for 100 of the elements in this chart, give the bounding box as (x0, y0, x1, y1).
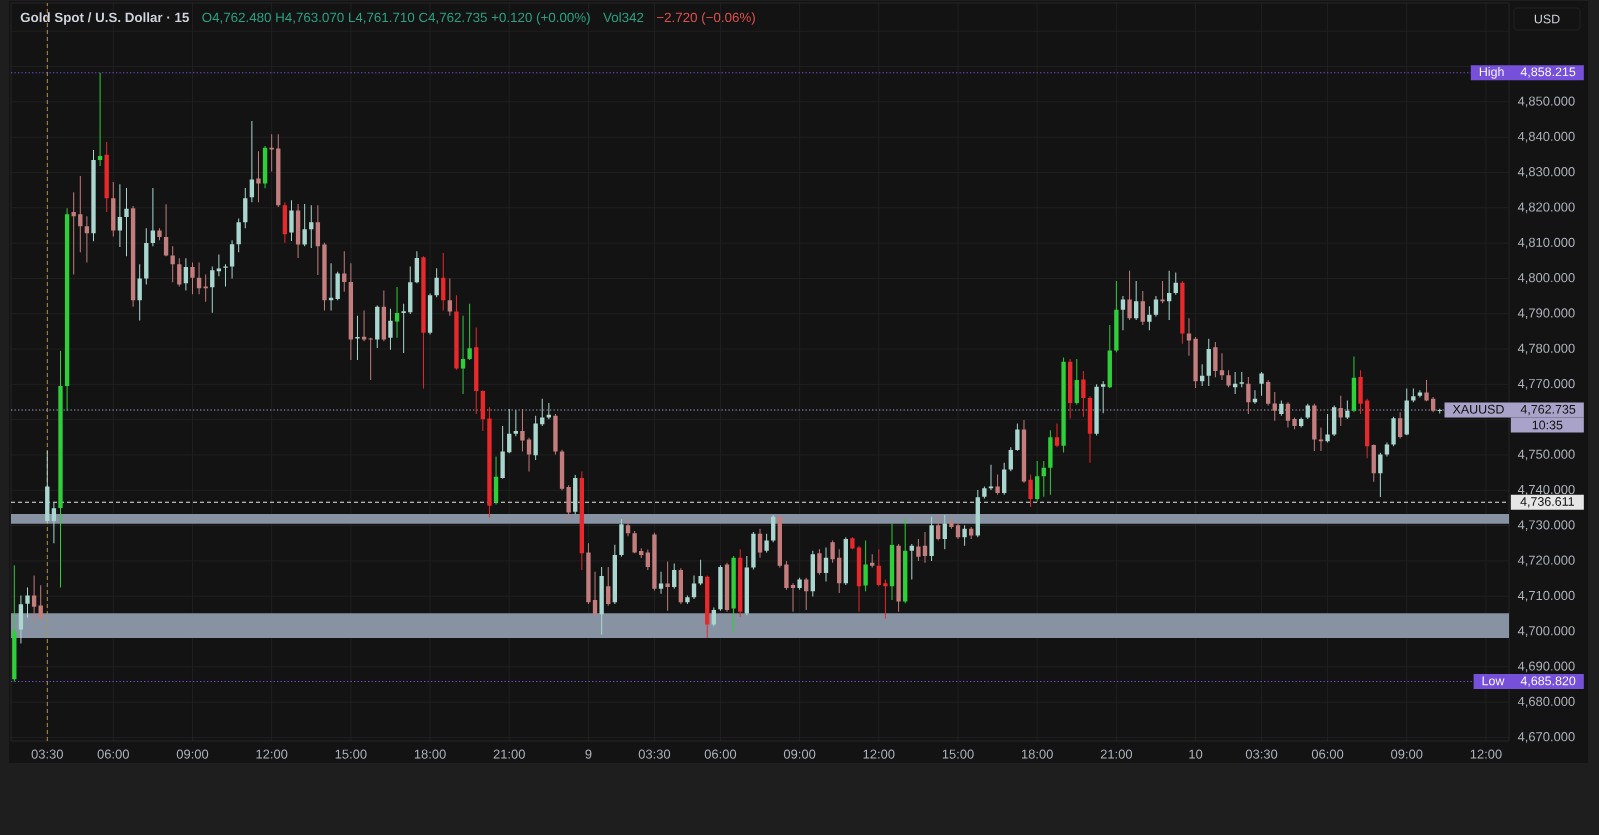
y-tick-label: 4,750.000 (1517, 449, 1575, 461)
candlestick (97, 72, 103, 167)
candlestick (1081, 370, 1086, 417)
candlestick (1325, 414, 1330, 443)
candlestick (269, 134, 274, 172)
candlestick (1246, 376, 1251, 415)
candlestick (507, 409, 512, 454)
candlestick (1364, 398, 1370, 459)
text: O4,762.480 H4,763.070 L4,761.710 C4,762.735 +0.120 (+0.00%) (202, 12, 590, 25)
candlestick (348, 263, 354, 360)
candlestick (144, 228, 149, 285)
candlestick (460, 315, 466, 394)
candlestick (982, 486, 987, 499)
candlestick (1153, 296, 1159, 317)
text: Gold Spot / U.S. Dollar · 15 (20, 12, 189, 25)
candlestick (711, 607, 716, 627)
candlestick (1384, 442, 1390, 457)
ref-line-label: High 4,858.215 (1479, 67, 1576, 79)
candlestick (810, 550, 815, 597)
candlestick (401, 303, 406, 353)
candlestick (91, 149, 96, 242)
candlestick (229, 240, 235, 279)
candlestick (1391, 416, 1396, 447)
candlestick (117, 184, 123, 247)
candlestick (612, 544, 618, 604)
x-tick-label: 09:00 (1391, 749, 1423, 759)
candlestick (592, 571, 598, 616)
candlestick (355, 315, 360, 360)
candlestick (988, 464, 994, 490)
annotation: −2.720 (−0.06%) (656, 12, 755, 25)
candlestick (342, 251, 347, 292)
candlestick (744, 555, 749, 616)
candlestick (1424, 380, 1429, 402)
candlestick (1147, 306, 1152, 331)
candlestick (632, 530, 637, 554)
candlestick (1094, 384, 1099, 436)
candlestick (804, 577, 809, 610)
candlestick (427, 293, 433, 335)
candlestick (1312, 403, 1317, 452)
y-tick-label: 4,690.000 (1517, 661, 1575, 673)
candlestick (883, 579, 888, 619)
candlestick (553, 414, 558, 455)
candlestick (1127, 270, 1132, 321)
candlestick (823, 547, 829, 582)
candlestick (1252, 390, 1258, 404)
x-tick-label: 06:00 (704, 749, 737, 759)
x-tick-label: 10 (1189, 749, 1203, 759)
ref-line-label: 4,736.611 (1520, 497, 1574, 508)
candlestick (309, 205, 314, 249)
candlestick (909, 543, 914, 580)
candlestick (1028, 474, 1033, 507)
x-tick-label: 06:00 (97, 749, 129, 759)
candlestick (718, 565, 723, 611)
candlestick (1351, 356, 1357, 413)
candlestick (738, 549, 743, 618)
y-tick-label: 4,770.000 (1517, 378, 1575, 390)
candlestick (1048, 430, 1053, 495)
candlestick (586, 543, 591, 604)
candlestick (467, 303, 472, 360)
candlestick (830, 540, 835, 563)
candlestick (111, 182, 116, 237)
candlestick (540, 398, 545, 427)
candlestick (1265, 380, 1271, 406)
x-tick-label: 03:30 (31, 749, 63, 759)
candlestick (157, 228, 162, 241)
candlestick (876, 549, 881, 587)
candlestick (929, 516, 934, 561)
x-tick-label: 12:00 (1470, 749, 1502, 759)
candlestick (150, 188, 156, 247)
candlestick (573, 475, 578, 515)
candlestick (276, 134, 281, 208)
candlestick (1107, 325, 1112, 388)
candlestick (1371, 444, 1376, 482)
y-tick-label: 4,670.000 (1517, 732, 1575, 743)
candlestick (1133, 280, 1139, 321)
candlestick (1061, 357, 1066, 453)
candlestick (903, 518, 908, 604)
candlestick (757, 528, 763, 558)
candlestick (1206, 338, 1211, 387)
candlestick (1226, 370, 1231, 388)
candlestick (1186, 318, 1192, 356)
candlestick (31, 575, 37, 622)
candlestick (652, 532, 657, 591)
candlestick (480, 390, 486, 431)
candlestick (672, 563, 677, 589)
candlestick (843, 537, 848, 585)
candlestick (1068, 358, 1073, 419)
candlestick (1002, 462, 1007, 495)
candlestick (1087, 396, 1093, 463)
candlestick (1160, 280, 1165, 304)
candlestick (995, 474, 1000, 495)
candlestick (454, 295, 459, 370)
y-tick-label: 4,720.000 (1517, 555, 1575, 567)
candlestick (625, 518, 631, 537)
candlestick (1114, 280, 1119, 353)
candlestick (1021, 420, 1027, 483)
candlestick (447, 278, 453, 316)
candlestick (137, 264, 142, 321)
candlestick (645, 549, 651, 571)
candlestick (71, 192, 76, 275)
